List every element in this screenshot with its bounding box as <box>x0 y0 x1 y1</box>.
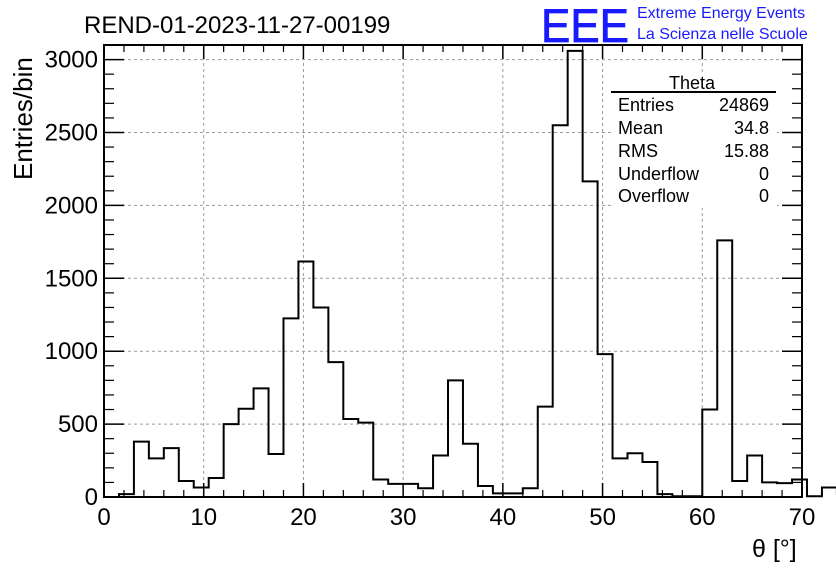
x-tick-label: 0 <box>97 504 110 531</box>
stats-label-rms: RMS <box>618 141 658 161</box>
stats-title: Theta <box>669 73 716 93</box>
x-tick-label: 40 <box>490 504 517 531</box>
org-name-line2: La Scienza nelle Scuole <box>637 26 808 43</box>
y-tick-label: 2500 <box>45 119 98 146</box>
histogram-series <box>117 49 836 498</box>
tick-labels: 0 10 20 30 40 50 60 70 0 500 1000 1500 2000 2500 3000 <box>45 47 816 531</box>
stats-value-entries: 24869 <box>719 95 769 115</box>
stats-box-background <box>612 72 777 208</box>
stats-box: Theta Entries 24869 Mean 34.8 RMS 15.88 … <box>611 72 777 208</box>
x-tick-label: 60 <box>689 504 716 531</box>
y-tick-label: 1500 <box>45 265 98 292</box>
axis-ticks <box>103 44 803 498</box>
stats-label-overflow: Overflow <box>618 186 690 206</box>
stats-value-mean: 34.8 <box>734 118 769 138</box>
y-tick-label: 0 <box>85 484 98 511</box>
stats-value-underflow: 0 <box>759 164 769 184</box>
x-axis-label: θ [°] <box>752 535 797 563</box>
stats-value-rms: 15.88 <box>724 141 769 161</box>
x-tick-label: 30 <box>390 504 417 531</box>
run-title: REND-01-2023-11-27-00199 <box>84 12 390 39</box>
y-tick-label: 1000 <box>45 338 98 365</box>
y-tick-label: 3000 <box>45 47 98 74</box>
stats-value-overflow: 0 <box>759 186 769 206</box>
y-axis-label: Entries/bin <box>8 57 38 180</box>
eee-logo: EEE Extreme Energy Events La Scienza nel… <box>541 0 808 52</box>
y-tick-label: 2000 <box>45 192 98 219</box>
y-tick-label: 500 <box>58 411 98 438</box>
stats-label-entries: Entries <box>618 95 674 115</box>
x-tick-label: 50 <box>589 504 616 531</box>
org-name-line1: Extreme Energy Events <box>637 5 805 22</box>
eee-logo-text: EEE <box>541 0 629 52</box>
x-tick-label: 70 <box>789 504 816 531</box>
plot-frame <box>103 44 803 498</box>
x-tick-label: 10 <box>190 504 217 531</box>
x-tick-label: 20 <box>290 504 317 531</box>
grid-lines <box>104 45 802 497</box>
stats-label-underflow: Underflow <box>618 164 700 184</box>
stats-label-mean: Mean <box>618 118 663 138</box>
